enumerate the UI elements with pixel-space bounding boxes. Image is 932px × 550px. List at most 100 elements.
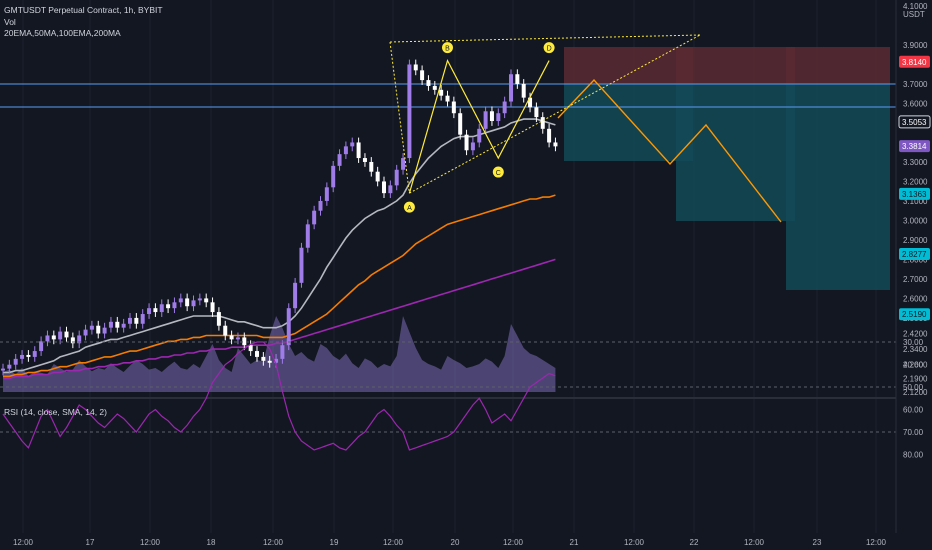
candle-body[interactable] [216,312,221,326]
candle-body[interactable] [464,134,469,151]
candle-body[interactable] [401,158,406,170]
candle-body[interactable] [286,308,291,346]
candle-body[interactable] [128,317,132,324]
candle-body[interactable] [229,335,234,340]
candle-body[interactable] [540,117,545,129]
candle-body[interactable] [96,325,101,334]
candle-body[interactable] [102,327,107,334]
candle-body[interactable] [274,358,279,363]
candle-body[interactable] [242,337,247,346]
candle-body[interactable] [547,128,552,143]
candle-body[interactable] [515,74,520,84]
y-tick-label: 3.9000 [903,41,928,50]
candle-body[interactable] [261,356,266,361]
candle-body[interactable] [350,142,355,147]
candle-body[interactable] [159,304,164,313]
price-tag-target [899,248,930,261]
candle-body[interactable] [331,165,336,188]
candle-body[interactable] [483,111,488,129]
candle-body[interactable] [337,154,342,166]
candle-body[interactable] [153,308,158,313]
candle-body[interactable] [362,158,367,162]
candle-body[interactable] [324,187,329,201]
candle-body[interactable] [521,83,526,98]
candle-body[interactable] [147,308,152,315]
candle-body[interactable] [299,247,304,283]
price-tag-label: 3.5053 [902,118,927,127]
price-tag-level [898,115,931,129]
candle-body[interactable] [489,111,494,122]
candle-body[interactable] [70,337,75,344]
candle-body[interactable] [223,325,228,336]
candle-body[interactable] [191,300,196,307]
candle-body[interactable] [255,351,259,357]
candle-body[interactable] [51,335,56,340]
candle-body[interactable] [318,200,323,211]
candle-body[interactable] [172,302,177,309]
candle-body[interactable] [77,335,82,344]
candle-body[interactable] [305,224,310,248]
candle-body[interactable] [7,364,12,369]
candle-body[interactable] [1,368,5,371]
candle-body[interactable] [343,146,348,155]
candle-body[interactable] [369,161,374,172]
candle-body[interactable] [39,341,44,352]
price-tag-last [899,140,930,153]
candle-body[interactable] [528,97,533,108]
candle-body[interactable] [439,89,444,96]
candle-body[interactable] [32,351,37,357]
candle-body[interactable] [235,337,240,340]
candle-body[interactable] [502,101,507,114]
candle-body[interactable] [134,317,139,324]
candle-body[interactable] [509,74,513,102]
abcd-pattern[interactable]: A B C D [389,34,701,213]
candle-body[interactable] [496,113,501,122]
candle-body[interactable] [267,360,272,363]
candle-body[interactable] [394,169,399,186]
candle-body[interactable] [58,331,63,340]
candle-body[interactable] [451,101,456,114]
candle-body[interactable] [382,181,386,194]
candle-body[interactable] [445,95,450,102]
candle-body[interactable] [553,142,558,147]
candle-body[interactable] [407,64,412,159]
candle-body[interactable] [26,354,31,357]
candle-body[interactable] [534,107,539,118]
candle-body[interactable] [293,282,298,309]
candle-body[interactable] [83,329,88,336]
candle-body[interactable] [20,354,25,359]
candle-body[interactable] [458,113,463,135]
candle-body[interactable] [166,304,171,309]
candle-body[interactable] [432,85,437,90]
x-tick-label: 12:00 [744,538,765,547]
candle-body[interactable] [197,298,202,301]
candle-body[interactable] [121,323,126,328]
candle-body[interactable] [375,171,380,182]
candle-body[interactable] [356,142,361,159]
candle-body[interactable] [426,80,431,86]
candle-body[interactable] [204,298,209,303]
candle-body[interactable] [140,314,145,324]
volume-area [3,316,556,392]
candle-body[interactable] [312,210,317,225]
candle-body[interactable] [64,331,69,338]
candle-body[interactable] [108,321,113,328]
candle-body[interactable] [413,64,418,71]
candle-body[interactable] [420,70,425,81]
candle-body[interactable] [280,345,285,359]
candle-body[interactable] [89,325,94,330]
candle-body[interactable] [210,302,215,313]
candle-body[interactable] [45,335,50,342]
candle-body[interactable] [185,298,190,307]
candle-body[interactable] [477,128,482,143]
candle-body[interactable] [248,345,253,352]
candles[interactable] [1,59,558,376]
candle-body[interactable] [388,185,393,194]
candle-body[interactable] [178,298,183,303]
y-tick-label: 2.4200 [903,330,928,339]
candle-body[interactable] [115,321,120,328]
candle-body[interactable] [470,142,475,151]
rsi-tick-label: 30.00 [903,338,924,347]
candle-body[interactable] [13,358,18,365]
